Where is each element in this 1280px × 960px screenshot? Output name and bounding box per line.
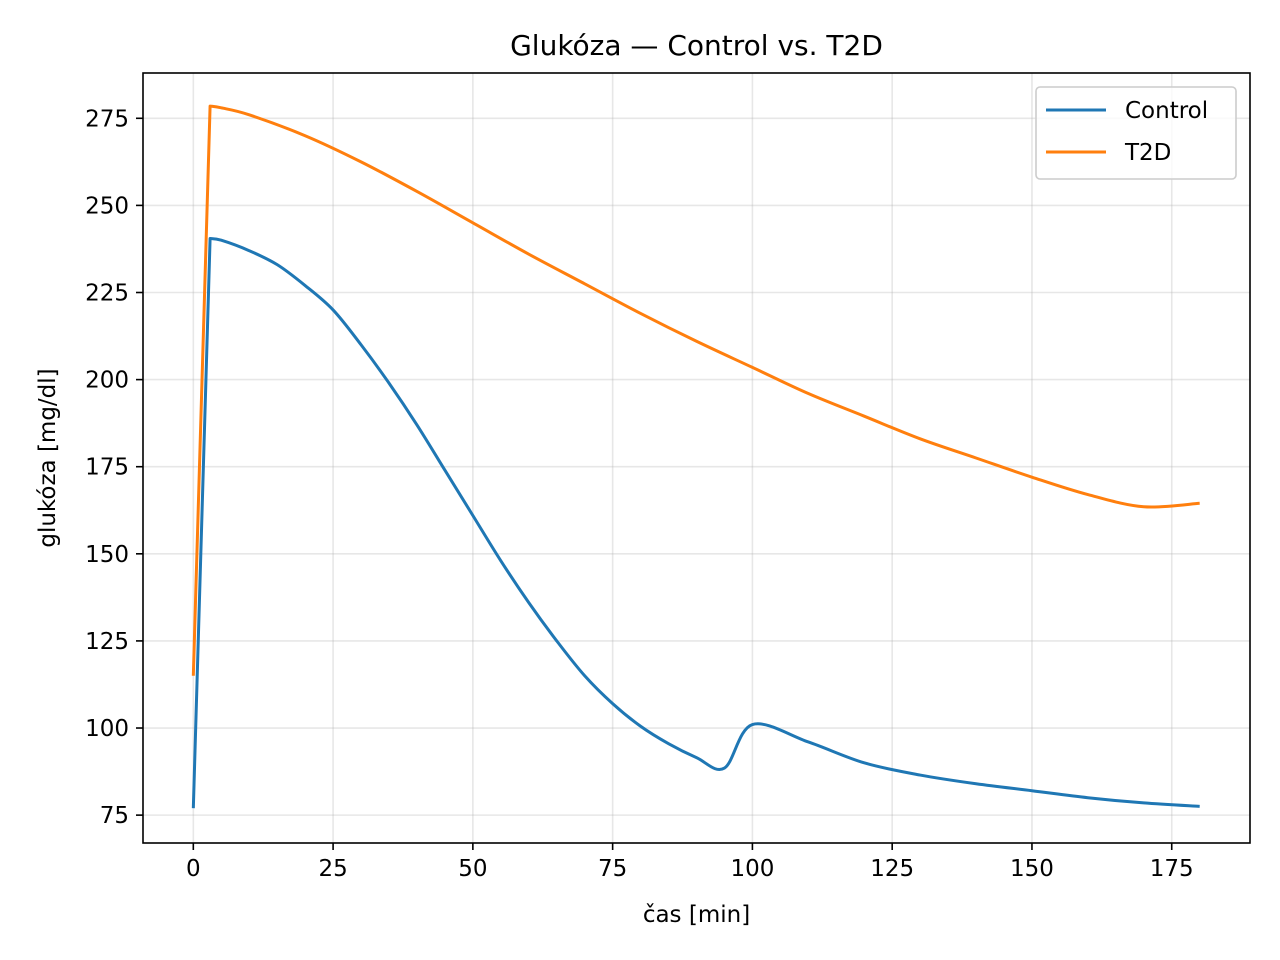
- y-tick-label: 275: [85, 106, 129, 132]
- x-tick-label: 0: [186, 856, 201, 882]
- y-tick-label: 125: [85, 629, 129, 655]
- y-axis-label: glukóza [mg/dl]: [35, 368, 61, 547]
- y-tick-label: 150: [85, 542, 129, 568]
- series-lines: [191, 104, 1200, 809]
- y-tick-label: 100: [85, 716, 129, 742]
- x-tick-label: 50: [458, 856, 487, 882]
- series-line-control: [191, 237, 1200, 809]
- x-axis-label: čas [min]: [643, 902, 750, 928]
- legend-label-t2d: T2D: [1124, 140, 1171, 166]
- axes-frame: [142, 72, 1251, 844]
- x-tick-label: 175: [1150, 856, 1194, 882]
- x-tick-label: 25: [318, 856, 347, 882]
- x-tick-label: 125: [870, 856, 914, 882]
- axis-ticks: 0 25 50 75 100 125 150 175 75 100 125 150 175 200 225 2…: [85, 106, 1194, 882]
- y-tick-label: 250: [85, 193, 129, 219]
- x-tick-label: 75: [598, 856, 627, 882]
- y-tick-label: 225: [85, 281, 129, 307]
- legend: Control T2D: [1035, 86, 1237, 180]
- y-tick-label: 200: [85, 368, 129, 394]
- chart-title: Glukóza — Control vs. T2D: [510, 29, 883, 62]
- y-tick-label: 75: [100, 803, 129, 829]
- series-line-t2d: [191, 104, 1200, 676]
- x-tick-label: 150: [1010, 856, 1054, 882]
- grid: [143, 73, 1250, 843]
- legend-label-control: Control: [1125, 98, 1208, 124]
- y-tick-label: 175: [85, 455, 129, 481]
- x-tick-label: 100: [730, 856, 774, 882]
